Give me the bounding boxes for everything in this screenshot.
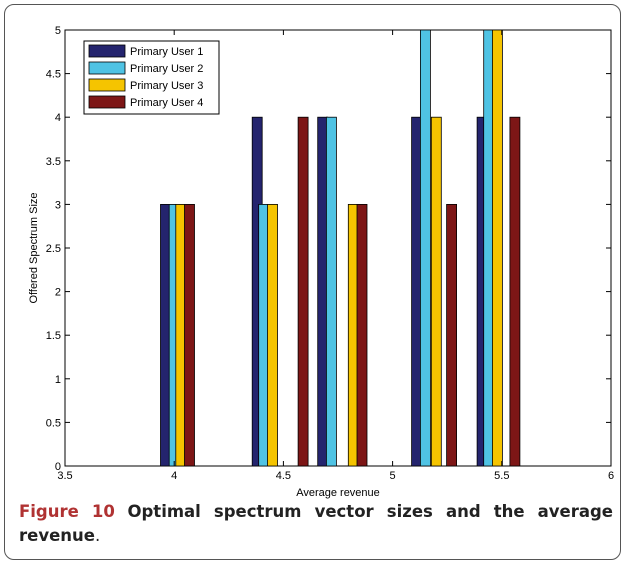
caption-end: .: [94, 526, 101, 545]
bar-s3-2: [267, 203, 278, 467]
bar-s4-1: [184, 203, 195, 467]
ticks-group: 3.5 4 4.5 5 5.5 6 0 0.5 1 1.5 2 2.5 3 3.5 4 4.5 5: [46, 25, 614, 482]
bar-s2-4: [419, 29, 431, 467]
bar-s4-4: [446, 203, 458, 467]
legend-swatch-4: [88, 95, 126, 109]
x-tick-label: 4.5: [276, 470, 291, 482]
y-tick-label: 1.5: [46, 330, 61, 342]
x-tick-label: 3.5: [57, 470, 72, 482]
bar-s3-5: [491, 29, 503, 467]
y-tick-label: 5: [55, 25, 61, 37]
y-tick-label: 3: [55, 199, 61, 211]
x-tick-label: 4: [171, 470, 177, 482]
y-tick-label: 4: [55, 112, 61, 124]
x-tick-label: 5.5: [494, 470, 509, 482]
y-tick-label: 0.5: [46, 417, 61, 429]
figure-title: Optimal spectrum vector sizes and the av…: [19, 502, 613, 545]
legend-label-4: Primary User 4: [130, 97, 203, 109]
bars-group: [160, 29, 521, 467]
x-tick-label: 6: [608, 470, 614, 482]
x-tick-label: 5: [390, 470, 396, 482]
legend-label-3: Primary User 3: [130, 80, 203, 92]
x-axis-label: Average revenue: [296, 487, 380, 499]
bar-s4-5: [509, 116, 521, 467]
figure-caption: Figure 10 Optimal spectrum vector sizes …: [19, 500, 613, 548]
y-tick-label: 4.5: [46, 69, 61, 81]
legend-swatch-1: [88, 44, 126, 58]
bar-s4-3: [356, 203, 368, 467]
legend-label-1: Primary User 1: [130, 46, 203, 58]
legend-swatch-3: [88, 78, 126, 92]
bar-s3-4: [430, 116, 442, 467]
y-tick-label: 2.5: [46, 243, 61, 255]
bar-s2-3: [325, 116, 337, 467]
legend-swatch-2: [88, 61, 126, 75]
legend: Primary User 1 Primary User 2 Primary User…: [83, 40, 220, 115]
y-tick-label: 2: [55, 287, 61, 299]
y-tick-label: 3.5: [46, 156, 61, 168]
figure-label: Figure 10: [19, 502, 115, 521]
bar-s4-2: [297, 116, 309, 467]
y-tick-label: 0: [55, 461, 61, 473]
y-axis-label: Offered Spectrum Size: [28, 192, 40, 303]
legend-label-2: Primary User 2: [130, 63, 203, 75]
y-tick-label: 1: [55, 374, 61, 386]
